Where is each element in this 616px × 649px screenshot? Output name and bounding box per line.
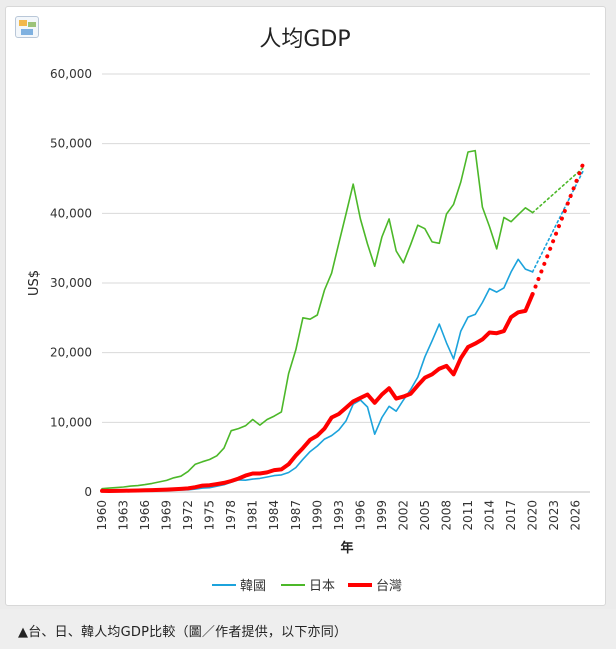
series-lines: [100, 149, 585, 493]
x-tick-label: 1978: [224, 500, 238, 531]
y-tick-label: 0: [84, 485, 92, 499]
x-tick-label: 2020: [526, 500, 540, 531]
x-tick-label: 1975: [203, 500, 217, 531]
x-axis-label: 年: [340, 540, 353, 556]
series-line-2: [100, 292, 535, 493]
series-projection-2: [530, 162, 585, 297]
x-tick-label: 1981: [246, 500, 260, 531]
x-tick-label: 1987: [289, 500, 303, 531]
gridlines: [102, 73, 590, 493]
x-tick-label: 1999: [375, 500, 389, 531]
y-tick-label: 40,000: [50, 206, 92, 220]
x-tick-label: 2026: [569, 500, 583, 531]
x-tick-label: 1984: [267, 500, 281, 531]
x-tick-label: 2014: [483, 500, 497, 531]
series-projection-0: [531, 170, 584, 273]
legend: 韓國 日本 台灣: [212, 579, 402, 594]
y-axis-ticks: 0 10,000 20,000 30,000 40,000 50,000 60,000: [50, 67, 92, 499]
series-projection-1: [531, 167, 584, 214]
x-tick-label: 1990: [310, 500, 324, 531]
chart-thumbnail-icon[interactable]: [15, 16, 39, 38]
gdp-line-chart: 人均GDP 0 10,000 20,000 30,000 40,000 50,000 60,…: [27, 27, 590, 594]
caption-bar: [0, 609, 616, 649]
y-tick-label: 60,000: [50, 67, 92, 81]
x-tick-label: 2011: [461, 500, 475, 531]
x-tick-label: 1996: [353, 500, 367, 531]
image-caption: ▲台、日、韓人均GDP比較（圖／作者提供，以下亦同）: [18, 625, 348, 640]
series-line-1: [101, 149, 534, 490]
x-tick-label: 1969: [160, 500, 174, 531]
y-tick-label: 10,000: [50, 415, 92, 429]
x-tick-label: 2008: [439, 500, 453, 531]
x-tick-label: 1993: [332, 500, 346, 531]
legend-label: 台灣: [376, 579, 402, 594]
chart-title: 人均GDP: [259, 27, 350, 52]
chart-card: [5, 6, 606, 606]
series-line-0: [101, 258, 534, 493]
x-tick-label: 1972: [181, 500, 195, 531]
x-tick-label: 2017: [504, 500, 518, 531]
x-tick-label: 2002: [396, 500, 410, 531]
y-axis-label: US$: [27, 270, 42, 296]
x-tick-label: 1963: [117, 500, 131, 531]
y-tick-label: 50,000: [50, 137, 92, 151]
x-tick-label: 2023: [547, 500, 561, 531]
x-tick-label: 1966: [138, 500, 152, 531]
x-tick-label: 2005: [418, 500, 432, 531]
x-axis-ticks: 1960 1963 1966 1969 1972 1975 1978 1981 1984 1987…: [95, 500, 583, 531]
x-tick-label: 1960: [95, 500, 109, 531]
legend-label: 日本: [309, 579, 335, 594]
legend-label: 韓國: [240, 579, 266, 594]
y-tick-label: 20,000: [50, 346, 92, 360]
y-tick-label: 30,000: [50, 276, 92, 290]
